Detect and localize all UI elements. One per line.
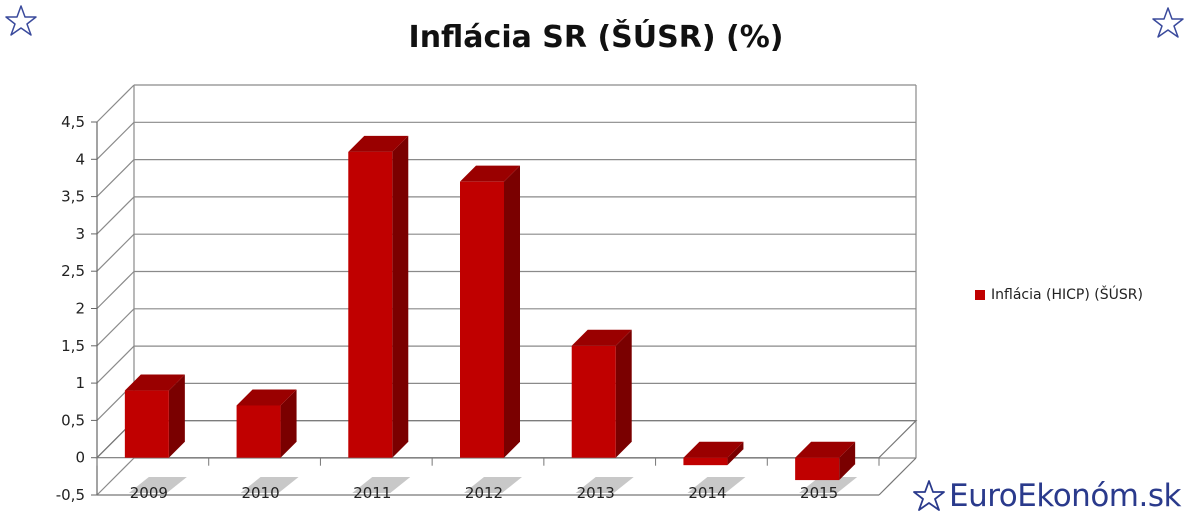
- bar-top: [683, 441, 744, 458]
- legend-swatch: [975, 290, 985, 300]
- bar-shadow: [464, 477, 522, 493]
- y-tick-label: 2: [75, 300, 85, 318]
- bar-shadow: [352, 477, 411, 493]
- bar-shadow: [687, 477, 746, 493]
- bar: [460, 181, 504, 458]
- chart-legend: Inflácia (HICP) (ŠÚSR): [975, 287, 1143, 303]
- bar-side: [727, 441, 744, 466]
- y-tick-label: 3,5: [61, 188, 85, 206]
- bar-top: [795, 441, 856, 458]
- gridline-side: [96, 121, 135, 160]
- bar-top: [460, 165, 520, 182]
- bar-side: [168, 374, 185, 458]
- brand-text: EuroEkonóm.sk: [949, 478, 1181, 514]
- brand-logo: EuroEkonóm.sk: [912, 478, 1181, 514]
- y-tick-label: 0: [75, 449, 85, 467]
- star-icon: [913, 480, 945, 511]
- bar-top: [236, 389, 297, 406]
- y-tick-label: 2,5: [61, 262, 85, 280]
- x-tick-label: 2010: [241, 484, 279, 502]
- bar-side: [615, 329, 632, 458]
- gridline-side: [96, 345, 135, 384]
- bar-side: [280, 389, 297, 458]
- bar-shadow: [799, 477, 858, 493]
- legend-label: Inflácia (HICP) (ŠÚSR): [991, 287, 1143, 303]
- bar: [795, 457, 840, 481]
- y-tick-label: 4: [75, 150, 85, 168]
- x-tick-label: 2011: [353, 484, 391, 502]
- bar-top: [124, 374, 185, 391]
- y-tick-label: 1,5: [61, 337, 85, 355]
- star-icon: [5, 5, 37, 36]
- y-tick-label: -0,5: [56, 486, 85, 504]
- bar-shadow: [240, 477, 299, 493]
- x-tick-label: 2014: [688, 484, 726, 502]
- gridline-side: [96, 84, 135, 123]
- y-tick-label: 1: [75, 374, 85, 392]
- gridline-side: [96, 457, 135, 496]
- zero-plane: [95, 420, 918, 459]
- star-icon: [1152, 7, 1184, 38]
- bar: [236, 405, 281, 458]
- bar: [571, 345, 616, 458]
- y-tick-label: 4,5: [61, 113, 85, 131]
- x-tick-label: 2012: [465, 484, 503, 502]
- y-tick-label: 3: [75, 225, 85, 243]
- gridline-side: [96, 271, 135, 309]
- bar-shadow: [575, 477, 634, 493]
- gridline-side: [96, 233, 135, 272]
- bar-top: [571, 329, 632, 346]
- y-tick-label: 0,5: [61, 411, 85, 429]
- bar-side: [392, 135, 409, 458]
- gridline-side: [96, 196, 135, 235]
- chart-title: Inflácia SR (ŠÚSR) (%): [408, 20, 784, 55]
- bar: [683, 457, 728, 466]
- bar-shadow: [128, 477, 187, 493]
- gridline-side: [96, 308, 135, 347]
- bar-top: [348, 135, 409, 152]
- gridline-side: [96, 159, 135, 198]
- bar: [348, 151, 393, 458]
- x-tick-label: 2015: [800, 484, 838, 502]
- x-tick-label: 2013: [577, 484, 615, 502]
- bar-side: [504, 165, 520, 458]
- bar-side: [839, 441, 856, 481]
- x-axis-depth: [878, 457, 917, 496]
- x-tick-label: 2009: [130, 484, 168, 502]
- bar: [124, 390, 169, 458]
